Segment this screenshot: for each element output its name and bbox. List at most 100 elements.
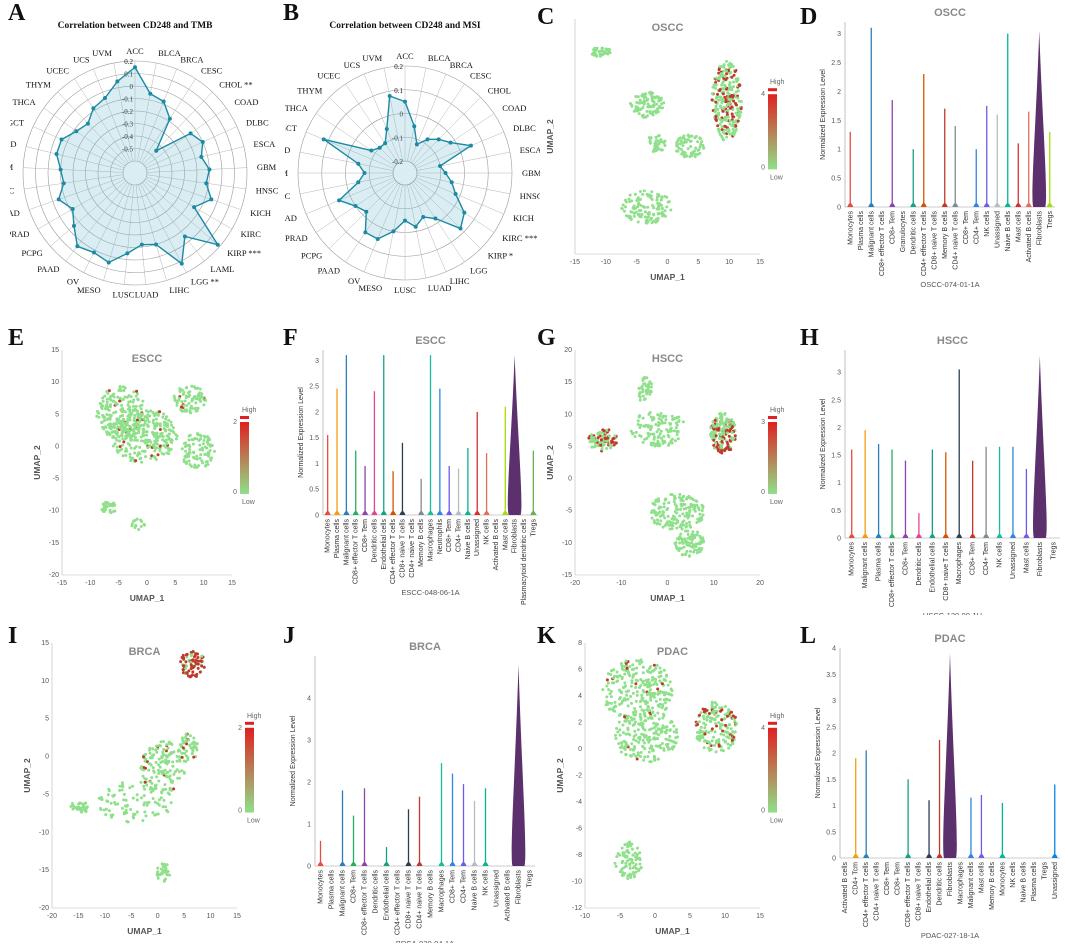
umap-cell-point bbox=[133, 438, 137, 442]
umap-cell-point bbox=[138, 404, 142, 408]
umap-cell-point bbox=[163, 428, 167, 432]
umap-cell-point bbox=[110, 815, 114, 819]
umap-cell-point bbox=[116, 395, 120, 399]
umap-cell-point bbox=[165, 771, 169, 775]
radar-spoke bbox=[65, 182, 128, 262]
umap-y-tick: 5 bbox=[45, 716, 49, 723]
umap-cell-point bbox=[661, 439, 665, 443]
umap-cell-point bbox=[736, 119, 740, 123]
umap-cell-point bbox=[630, 668, 634, 672]
umap-cell-point bbox=[652, 212, 656, 216]
umap-cell-point bbox=[722, 79, 726, 83]
umap-cell-point bbox=[173, 770, 177, 774]
umap-cell-point bbox=[643, 215, 647, 219]
umap-cell-point bbox=[654, 513, 658, 517]
umap-cell-point bbox=[721, 130, 725, 134]
umap-cell-point bbox=[647, 412, 651, 416]
umap-cell-point bbox=[650, 190, 654, 194]
umap-cell-point bbox=[715, 445, 719, 449]
umap-cell-point bbox=[140, 519, 144, 523]
violin-category-label: Malignant cells bbox=[868, 211, 875, 258]
umap-cell-point bbox=[70, 802, 74, 806]
umap-cell-point bbox=[126, 428, 130, 432]
umap-cell-point bbox=[614, 733, 618, 737]
umap-cell-point bbox=[156, 866, 160, 870]
umap-cell-point bbox=[662, 668, 666, 672]
umap-cell-point bbox=[726, 115, 730, 119]
umap-cell-point bbox=[115, 432, 119, 436]
umap-cell-point bbox=[637, 414, 641, 418]
legend-colorbar bbox=[240, 422, 249, 494]
radar-data-point bbox=[391, 229, 396, 234]
radar-title: Correlation between CD248 and MSI bbox=[329, 21, 481, 31]
umap-cell-point bbox=[198, 448, 202, 452]
umap-cell-point bbox=[605, 436, 609, 440]
umap-cell-point bbox=[653, 714, 657, 718]
radar-category-label: BRCA bbox=[450, 60, 474, 70]
radar-spoke bbox=[363, 183, 401, 272]
umap-x-tick: -5 bbox=[116, 580, 122, 587]
radar-spoke bbox=[345, 182, 399, 263]
radar-data-point bbox=[364, 209, 369, 214]
umap-cell-point bbox=[120, 434, 124, 438]
umap-cell-point bbox=[629, 684, 633, 688]
umap-cell-point bbox=[130, 438, 134, 442]
umap-cell-point bbox=[189, 660, 193, 664]
umap-cell-point bbox=[645, 693, 649, 697]
umap-cell-point bbox=[112, 411, 116, 415]
umap-cell-point bbox=[656, 110, 660, 114]
umap-cell-point bbox=[184, 461, 188, 465]
umap-cell-point bbox=[660, 203, 664, 207]
umap-cell-point bbox=[638, 715, 642, 719]
violin-category-label: CD4+ naive T cells bbox=[409, 519, 416, 578]
radar-category-label: LIHC bbox=[450, 276, 470, 286]
umap-cell-point bbox=[626, 876, 630, 880]
umap-cell-point bbox=[95, 414, 99, 418]
umap-y-tick: -6 bbox=[576, 826, 582, 833]
umap-cell-point bbox=[126, 414, 130, 418]
umap-cell-point bbox=[689, 549, 693, 553]
umap-cell-point bbox=[639, 434, 643, 438]
violin-base bbox=[941, 203, 948, 207]
violin-category-label: Endothelial cells bbox=[929, 542, 936, 593]
violin-base bbox=[380, 511, 387, 515]
radar-spoke bbox=[329, 181, 397, 249]
umap-cell-point bbox=[134, 394, 138, 398]
violin-category-label: Mast cells bbox=[978, 862, 985, 894]
violin-category-label: CD8+ Tem bbox=[884, 862, 891, 895]
umap-cell-point bbox=[135, 392, 139, 396]
umap-cell-point bbox=[172, 431, 176, 435]
umap-cell-point bbox=[104, 813, 108, 817]
violin-y-tick: 3.5 bbox=[826, 672, 836, 679]
umap-cell-point bbox=[695, 503, 699, 507]
radar-category-label: READ bbox=[10, 208, 20, 218]
umap-cell-point bbox=[168, 777, 172, 781]
umap-x-tick: 10 bbox=[725, 259, 733, 266]
umap-cell-point bbox=[694, 152, 698, 156]
umap-cell-point bbox=[720, 101, 724, 105]
umap-cell-point bbox=[651, 501, 655, 505]
umap-cell-point bbox=[161, 759, 165, 763]
umap-cell-point bbox=[666, 514, 670, 518]
umap-cell-point bbox=[717, 113, 721, 117]
umap-x-tick: 5 bbox=[173, 580, 177, 587]
radar-spoke bbox=[146, 167, 247, 173]
umap-cell-point bbox=[732, 99, 736, 103]
umap-cell-point bbox=[643, 382, 647, 386]
umap-cell-point bbox=[102, 427, 106, 431]
umap-cell-point bbox=[194, 658, 198, 662]
radar-spoke bbox=[138, 184, 167, 281]
radar-category-label: THYM bbox=[297, 85, 322, 95]
umap-cell-point bbox=[636, 220, 640, 224]
umap-cell-point bbox=[203, 452, 207, 456]
violin-base bbox=[926, 854, 933, 858]
umap-cell-point bbox=[108, 433, 112, 437]
violin-category-label: Monocytes bbox=[847, 211, 854, 245]
umap-cell-point bbox=[161, 415, 165, 419]
umap-cell-point bbox=[621, 699, 625, 703]
radar-category-label: PRAD bbox=[285, 233, 308, 243]
violin-y-tick: 3 bbox=[837, 31, 841, 38]
umap-cell-point bbox=[646, 102, 650, 106]
violin-category-label: Activated B cells bbox=[505, 870, 512, 922]
